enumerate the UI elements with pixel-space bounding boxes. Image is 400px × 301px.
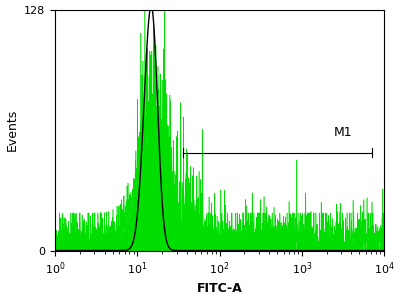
Text: M1: M1 <box>334 126 352 139</box>
Y-axis label: Events: Events <box>6 109 18 151</box>
X-axis label: FITC-A: FITC-A <box>197 282 242 296</box>
